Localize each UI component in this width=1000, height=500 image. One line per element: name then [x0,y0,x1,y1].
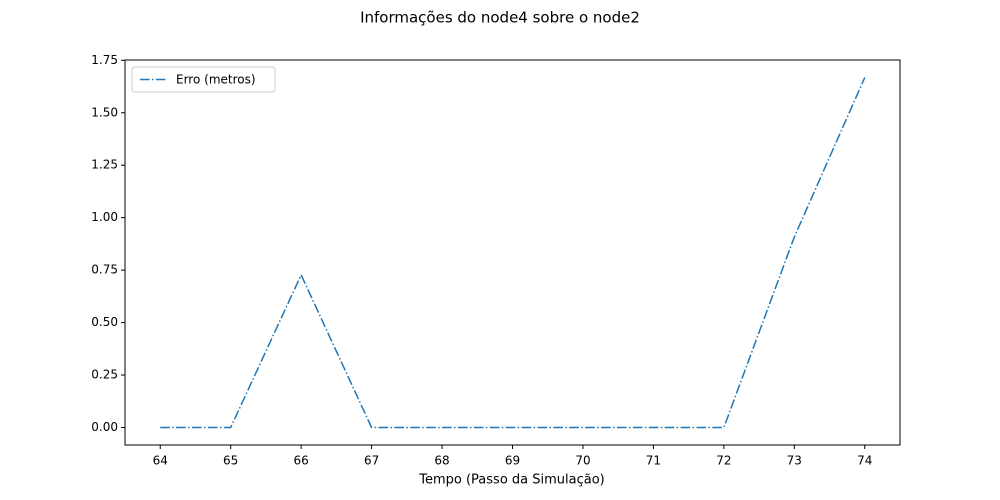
y-tick-label: 0.00 [91,420,118,434]
x-axis-label: Tempo (Passo da Simulação) [418,473,605,488]
legend-label: Erro (metros) [176,73,256,87]
y-tick-label: 0.75 [91,263,118,277]
x-tick-label: 73 [787,454,802,468]
plot-frame [124,59,901,446]
x-tick-label: 70 [575,454,590,468]
data-line [160,77,866,429]
x-tick-label: 74 [857,454,872,468]
y-tick-label: 1.50 [91,105,118,119]
y-tick-label: 0.50 [91,315,118,329]
chart-title: Informações do node4 sobre o node2 [360,9,640,27]
y-tick-label: 0.25 [91,368,118,382]
x-tick-label: 67 [364,454,379,468]
x-tick-label: 68 [434,454,449,468]
x-tick-label: 65 [223,454,238,468]
y-tick-label: 1.00 [91,210,118,224]
x-tick-label: 72 [716,454,731,468]
y-tick-label: 1.25 [91,158,118,172]
x-tick-label: 71 [646,454,661,468]
y-tick-label: 1.75 [91,53,118,67]
legend-box [131,66,276,93]
x-tick-label: 66 [293,454,308,468]
x-tick-label: 69 [505,454,520,468]
x-tick-label: 64 [153,454,168,468]
